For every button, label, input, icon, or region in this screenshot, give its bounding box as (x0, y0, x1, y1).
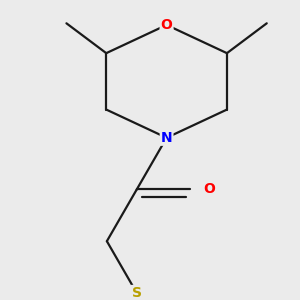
Text: S: S (132, 286, 142, 300)
Text: O: O (203, 182, 215, 197)
Text: O: O (161, 18, 172, 32)
Text: N: N (161, 131, 172, 145)
